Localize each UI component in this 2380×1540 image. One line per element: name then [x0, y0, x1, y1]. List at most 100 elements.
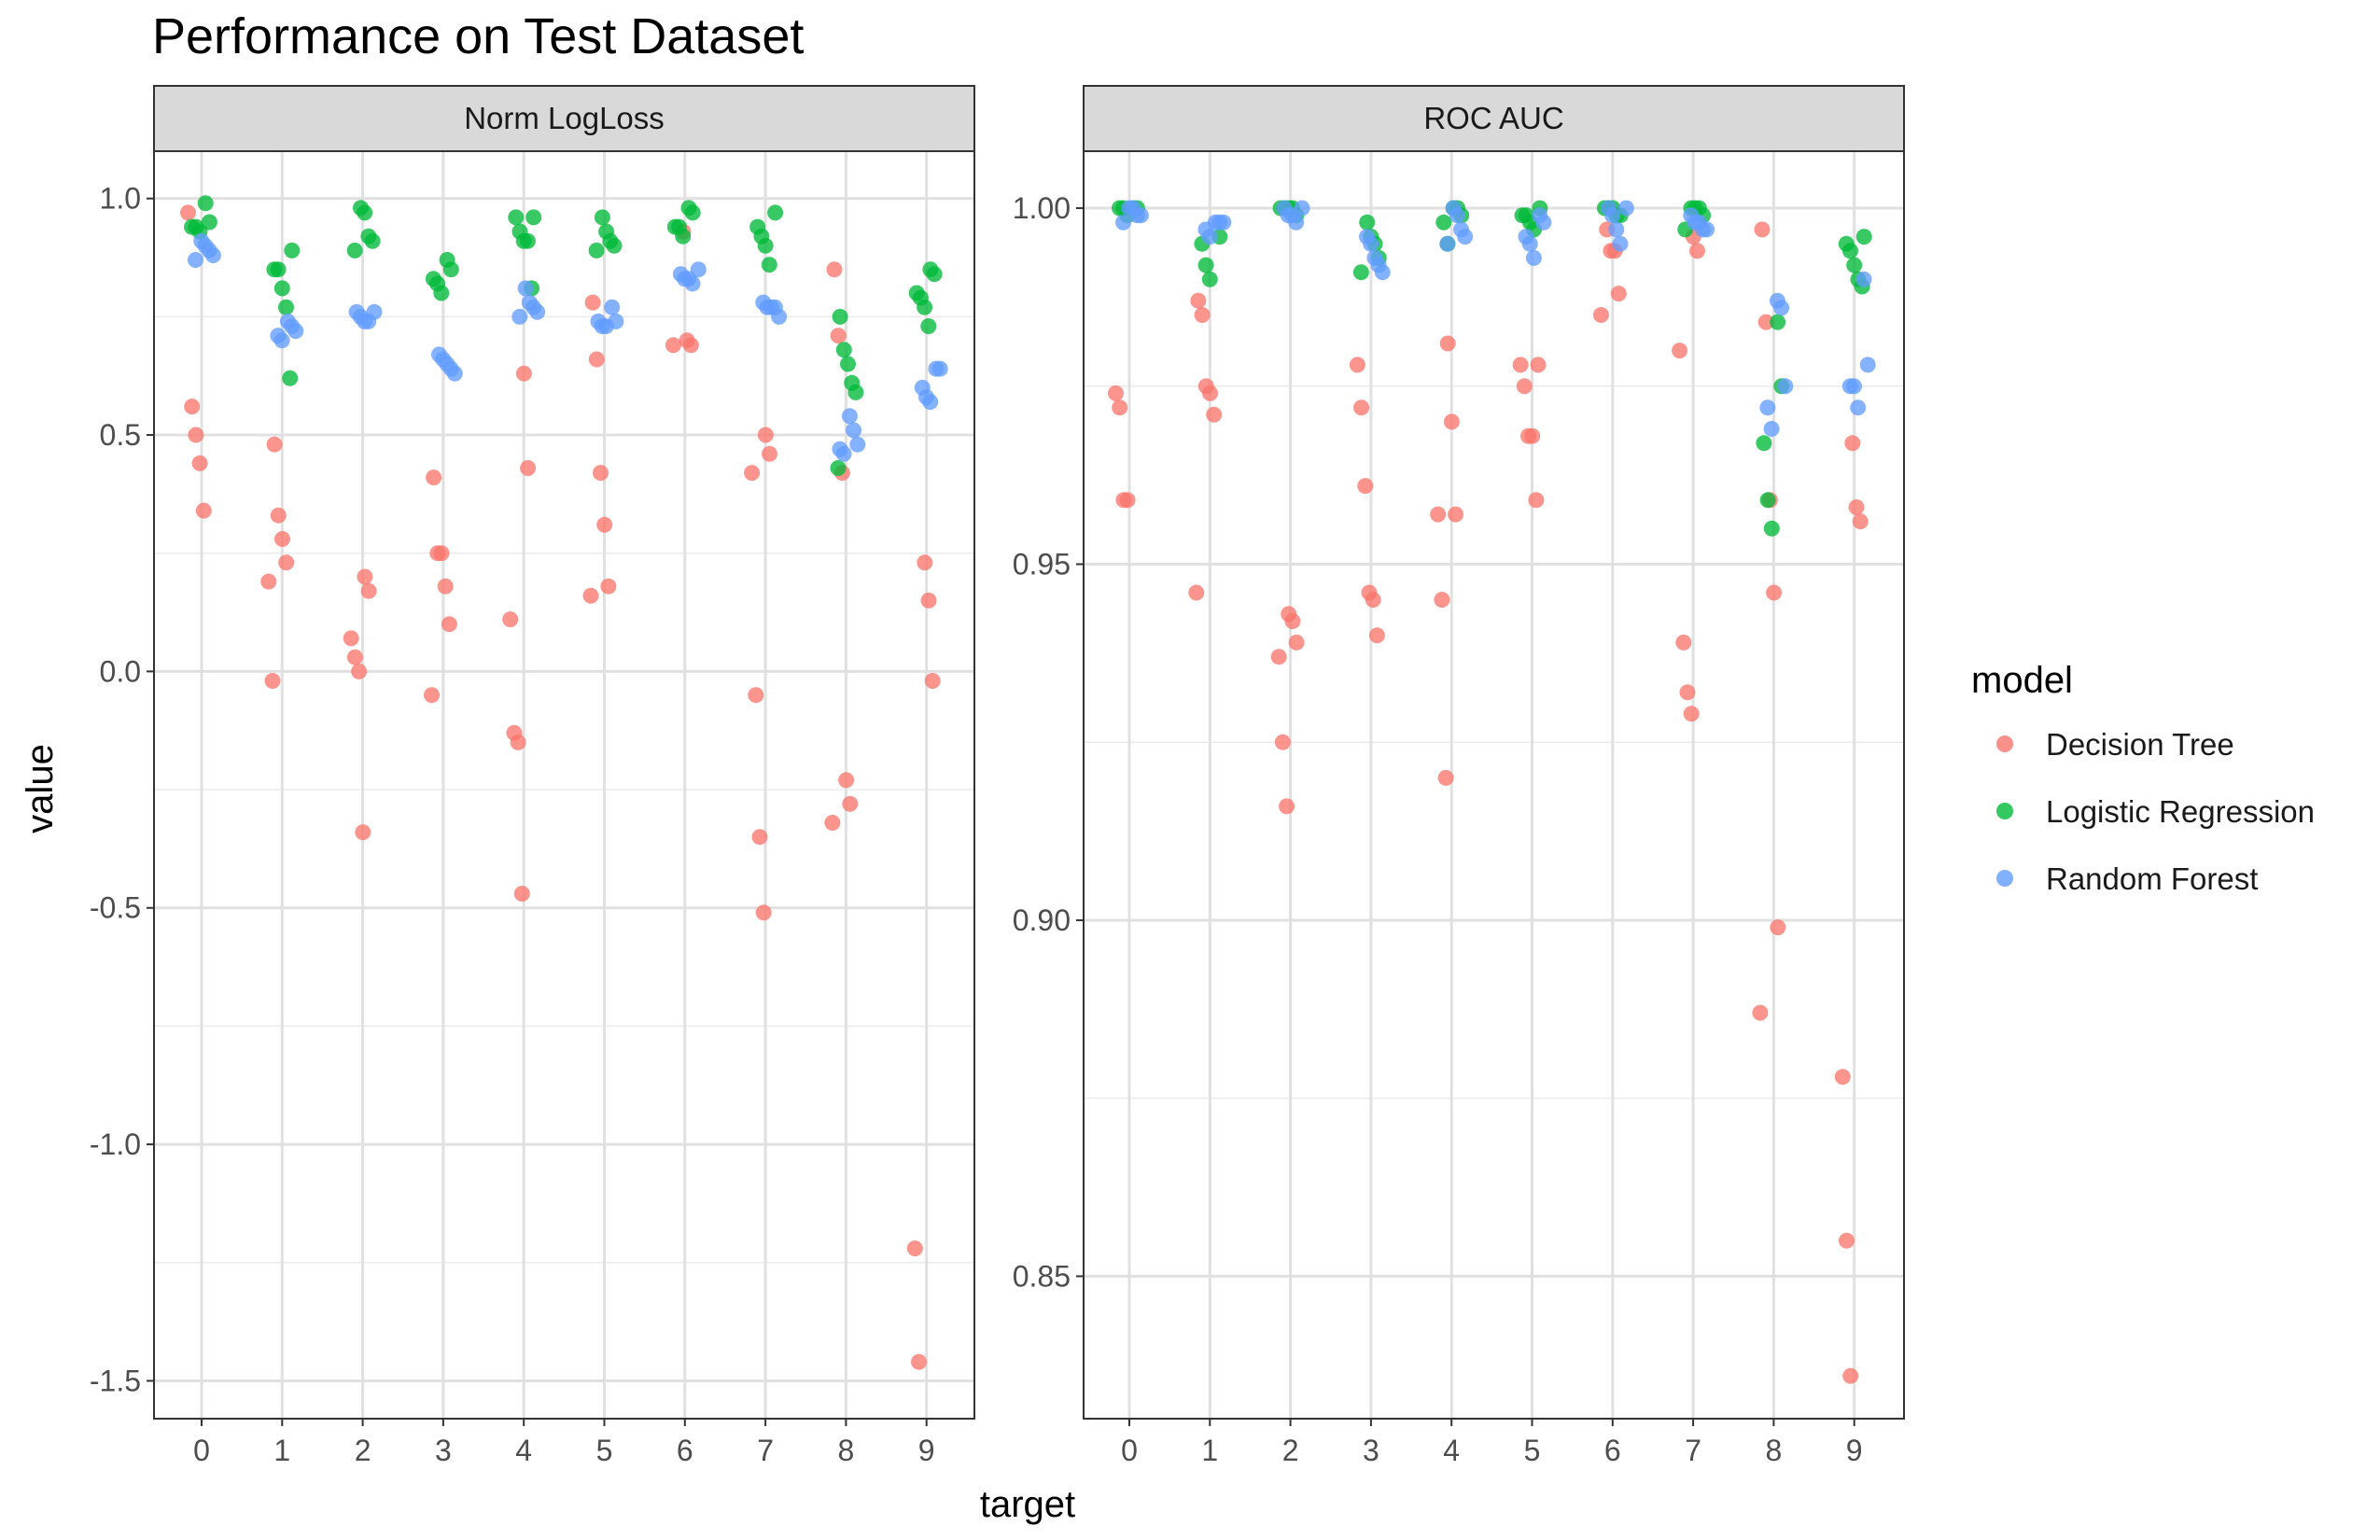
data-point — [1365, 592, 1381, 609]
data-point — [830, 460, 847, 476]
y-tick-label: 0.0 — [100, 654, 141, 688]
data-point — [1435, 214, 1452, 231]
data-point — [1274, 734, 1291, 750]
data-point — [1754, 221, 1771, 238]
data-point — [525, 209, 542, 226]
x-tick-label: 8 — [838, 1434, 855, 1467]
data-point — [1437, 769, 1454, 786]
data-point — [1119, 492, 1136, 509]
data-point — [1759, 492, 1776, 509]
data-point — [1352, 264, 1369, 281]
data-point — [278, 299, 294, 315]
x-tick-label: 5 — [596, 1434, 613, 1467]
data-point — [684, 275, 701, 292]
data-point — [346, 649, 363, 665]
data-point — [744, 465, 761, 482]
data-point — [826, 261, 843, 278]
data-point — [835, 342, 852, 358]
data-point — [502, 611, 519, 628]
x-tick-label: 7 — [1685, 1434, 1701, 1467]
panel-border — [1083, 150, 1905, 1420]
x-tick-label: 8 — [1766, 1434, 1783, 1467]
data-point — [690, 261, 707, 278]
data-point — [357, 568, 373, 585]
legend-label: Logistic Regression — [2046, 794, 2315, 829]
data-point — [767, 204, 784, 221]
panel-0: Norm LogLoss 1.0 0.5 0.0 -0.5 -1.0 -1.5 0 1 2 3 4 5 6… — [90, 85, 975, 1467]
data-point — [1852, 513, 1869, 530]
x-tick-label: 4 — [1443, 1434, 1460, 1467]
data-point — [184, 399, 201, 415]
data-point — [266, 436, 283, 453]
data-point — [757, 427, 774, 443]
data-point — [757, 237, 774, 254]
data-point — [1108, 385, 1124, 401]
data-point — [1530, 357, 1547, 373]
data-point — [1683, 706, 1700, 722]
panels-layer: Norm LogLoss 1.0 0.5 0.0 -0.5 -1.0 -1.5 0 1 2 3 4 5 6… — [90, 85, 1905, 1467]
data-point — [426, 469, 442, 486]
data-point — [1679, 684, 1696, 701]
data-point — [832, 308, 848, 325]
data-point — [1434, 592, 1450, 609]
legend-title: model — [1971, 660, 2073, 701]
y-tick-label: 1.00 — [1013, 191, 1071, 225]
data-point — [515, 365, 532, 382]
data-point — [201, 214, 217, 231]
panel-border — [153, 150, 975, 1420]
x-tick-label: 1 — [1201, 1434, 1218, 1467]
data-point — [1759, 399, 1776, 416]
x-tick-label: 6 — [1604, 1434, 1621, 1467]
y-tick-label: -1.5 — [90, 1364, 141, 1397]
data-point — [1215, 214, 1232, 231]
data-point — [1850, 399, 1867, 416]
legend-key — [1996, 870, 2013, 887]
data-point — [1201, 229, 1218, 245]
x-tick-label: 1 — [273, 1434, 290, 1467]
data-point — [197, 195, 214, 212]
data-point — [273, 280, 290, 297]
x-tick-label: 6 — [677, 1434, 693, 1467]
data-point — [1190, 292, 1207, 309]
y-tick-label: 0.95 — [1013, 547, 1071, 581]
data-point — [270, 507, 287, 524]
data-point — [1516, 378, 1533, 395]
x-tick-label: 9 — [918, 1434, 935, 1467]
data-point — [360, 313, 377, 329]
data-point — [517, 280, 534, 297]
data-point — [1842, 1367, 1859, 1384]
data-point — [1770, 314, 1786, 330]
data-point — [1608, 221, 1625, 238]
data-point — [1766, 584, 1783, 601]
data-point — [1279, 798, 1295, 815]
data-point — [684, 204, 701, 221]
panel-background — [1084, 151, 1904, 1419]
data-point — [1610, 286, 1627, 302]
data-point — [1855, 229, 1872, 245]
data-point — [424, 687, 440, 704]
data-point — [1430, 506, 1447, 523]
data-point — [519, 232, 536, 249]
data-point — [1439, 235, 1456, 252]
data-point — [1368, 627, 1385, 644]
data-point — [838, 772, 855, 789]
strip-background — [1083, 85, 1905, 152]
data-point — [1115, 214, 1131, 231]
data-point — [1270, 649, 1287, 665]
data-point — [441, 616, 457, 633]
data-point — [1288, 634, 1305, 651]
data-point — [1288, 214, 1305, 231]
panel-1: ROC AUC 1.00 0.95 0.90 0.85 0 1 2 3 4 5 6 7 8 9 — [1013, 85, 1905, 1467]
x-tick-label: 3 — [435, 1434, 452, 1467]
data-point — [841, 408, 858, 425]
y-axis-title: value — [20, 744, 61, 833]
y-tick-label: 0.85 — [1013, 1259, 1071, 1293]
data-point — [1439, 335, 1456, 352]
y-tick-label: 0.5 — [100, 418, 141, 452]
data-point — [1194, 307, 1211, 323]
data-point — [1844, 435, 1861, 452]
data-point — [1777, 378, 1794, 395]
data-point — [926, 266, 943, 283]
legend-label: Random Forest — [2046, 861, 2258, 896]
